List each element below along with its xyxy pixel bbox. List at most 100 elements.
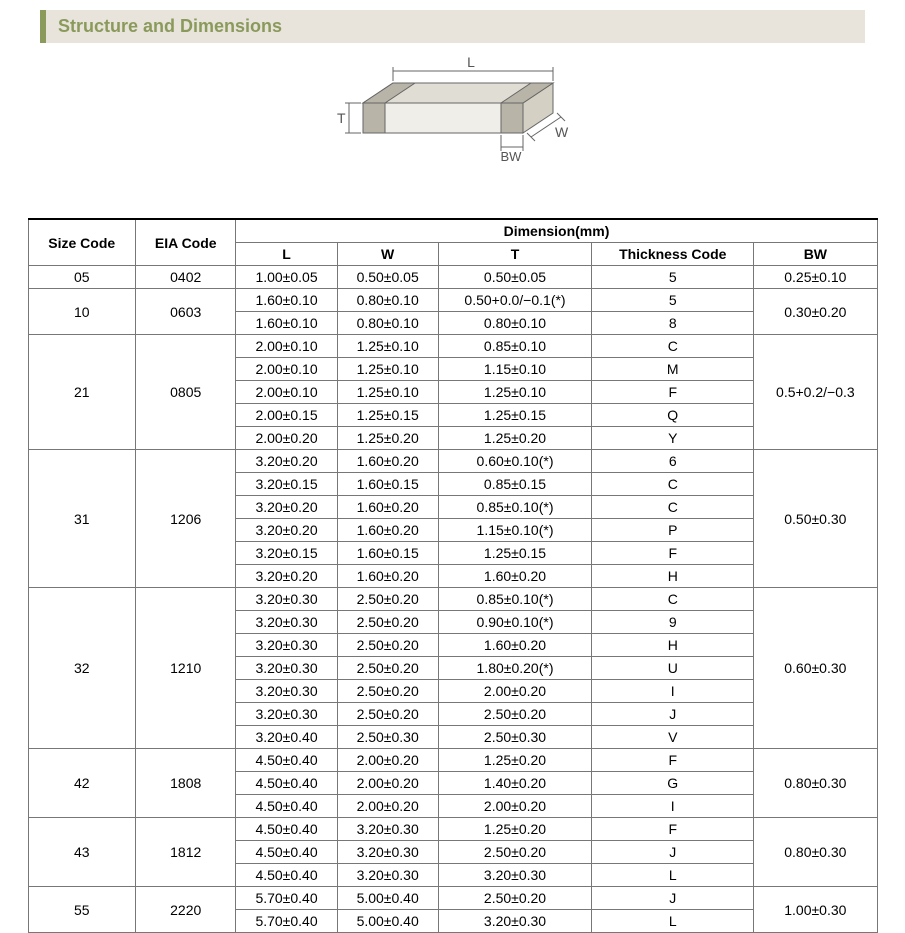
cell-eia-code: 0603 — [135, 289, 236, 335]
cell-W: 1.60±0.20 — [337, 450, 438, 473]
cell-L: 3.20±0.40 — [236, 726, 337, 749]
cell-tc: 5 — [592, 289, 754, 312]
cell-tc: F — [592, 542, 754, 565]
cell-W: 0.80±0.10 — [337, 312, 438, 335]
table-row: 1006031.60±0.100.80±0.100.50+0.0/−0.1(*)… — [28, 289, 877, 312]
cell-bw: 1.00±0.30 — [754, 887, 877, 933]
cell-L: 3.20±0.20 — [236, 565, 337, 588]
cell-L: 4.50±0.40 — [236, 864, 337, 887]
dimensions-table: Size Code EIA Code Dimension(mm) L W T T… — [28, 218, 878, 933]
cell-T: 2.50±0.20 — [438, 703, 592, 726]
cell-T: 1.25±0.20 — [438, 818, 592, 841]
cell-W: 1.25±0.10 — [337, 335, 438, 358]
table-row: 0504021.00±0.050.50±0.050.50±0.0550.25±0… — [28, 266, 877, 289]
cell-tc: I — [592, 680, 754, 703]
cell-T: 0.85±0.10(*) — [438, 588, 592, 611]
cell-L: 3.20±0.15 — [236, 542, 337, 565]
cell-T: 0.85±0.10 — [438, 335, 592, 358]
cell-T: 0.60±0.10(*) — [438, 450, 592, 473]
cell-L: 3.20±0.20 — [236, 450, 337, 473]
table-row: 5522205.70±0.405.00±0.402.50±0.20J1.00±0… — [28, 887, 877, 910]
cell-L: 3.20±0.30 — [236, 611, 337, 634]
cell-size-code: 55 — [28, 887, 135, 933]
svg-text:T: T — [337, 110, 346, 126]
cell-L: 3.20±0.30 — [236, 703, 337, 726]
cell-L: 4.50±0.40 — [236, 795, 337, 818]
cell-T: 1.15±0.10 — [438, 358, 592, 381]
cell-T: 1.60±0.20 — [438, 634, 592, 657]
svg-text:L: L — [467, 54, 475, 70]
cell-W: 2.50±0.30 — [337, 726, 438, 749]
cell-tc: Q — [592, 404, 754, 427]
cell-T: 0.80±0.10 — [438, 312, 592, 335]
col-BW: BW — [754, 243, 877, 266]
cell-size-code: 21 — [28, 335, 135, 450]
cell-size-code: 10 — [28, 289, 135, 335]
cell-T: 0.85±0.15 — [438, 473, 592, 496]
cell-T: 3.20±0.30 — [438, 910, 592, 933]
cell-T: 2.50±0.20 — [438, 887, 592, 910]
table-row: 3212103.20±0.302.50±0.200.85±0.10(*)C0.6… — [28, 588, 877, 611]
cell-W: 1.25±0.10 — [337, 381, 438, 404]
cell-L: 2.00±0.10 — [236, 381, 337, 404]
cell-W: 1.60±0.20 — [337, 565, 438, 588]
cell-W: 1.60±0.20 — [337, 496, 438, 519]
col-thickness-code: Thickness Code — [592, 243, 754, 266]
table-row: 2108052.00±0.101.25±0.100.85±0.10C0.5+0.… — [28, 335, 877, 358]
cell-L: 4.50±0.40 — [236, 772, 337, 795]
cell-tc: M — [592, 358, 754, 381]
col-T: T — [438, 243, 592, 266]
cell-L: 3.20±0.20 — [236, 496, 337, 519]
cell-W: 0.50±0.05 — [337, 266, 438, 289]
cell-tc: C — [592, 473, 754, 496]
cell-bw: 0.30±0.20 — [754, 289, 877, 335]
cell-T: 2.50±0.20 — [438, 841, 592, 864]
cell-W: 2.50±0.20 — [337, 680, 438, 703]
cell-eia-code: 1206 — [135, 450, 236, 588]
cell-L: 4.50±0.40 — [236, 818, 337, 841]
cell-tc: C — [592, 335, 754, 358]
cell-T: 2.00±0.20 — [438, 795, 592, 818]
cell-L: 3.20±0.15 — [236, 473, 337, 496]
cell-T: 3.20±0.30 — [438, 864, 592, 887]
cell-W: 2.00±0.20 — [337, 795, 438, 818]
cell-tc: F — [592, 381, 754, 404]
cell-T: 1.80±0.20(*) — [438, 657, 592, 680]
cell-T: 1.40±0.20 — [438, 772, 592, 795]
cell-W: 3.20±0.30 — [337, 818, 438, 841]
cell-eia-code: 2220 — [135, 887, 236, 933]
cell-T: 2.50±0.30 — [438, 726, 592, 749]
cell-W: 2.50±0.20 — [337, 703, 438, 726]
cell-size-code: 31 — [28, 450, 135, 588]
cell-size-code: 05 — [28, 266, 135, 289]
cell-L: 2.00±0.10 — [236, 358, 337, 381]
cell-L: 3.20±0.30 — [236, 657, 337, 680]
col-dimension: Dimension(mm) — [236, 219, 877, 243]
cell-W: 2.50±0.20 — [337, 611, 438, 634]
col-size-code: Size Code — [28, 219, 135, 266]
cell-T: 1.25±0.20 — [438, 427, 592, 450]
col-L: L — [236, 243, 337, 266]
cell-bw: 0.5+0.2/−0.3 — [754, 335, 877, 450]
svg-text:W: W — [555, 124, 569, 140]
cell-W: 1.60±0.15 — [337, 473, 438, 496]
cell-T: 1.25±0.15 — [438, 404, 592, 427]
cell-L: 3.20±0.30 — [236, 680, 337, 703]
svg-text:BW: BW — [500, 149, 522, 164]
cell-tc: J — [592, 703, 754, 726]
section-title: Structure and Dimensions — [58, 16, 282, 36]
cell-bw: 0.50±0.30 — [754, 450, 877, 588]
cell-L: 2.00±0.10 — [236, 335, 337, 358]
cell-L: 3.20±0.30 — [236, 634, 337, 657]
cell-T: 1.15±0.10(*) — [438, 519, 592, 542]
cell-bw: 0.25±0.10 — [754, 266, 877, 289]
cell-eia-code: 1812 — [135, 818, 236, 887]
cell-size-code: 32 — [28, 588, 135, 749]
cell-tc: H — [592, 565, 754, 588]
cell-L: 1.60±0.10 — [236, 312, 337, 335]
cell-tc: V — [592, 726, 754, 749]
component-diagram: L W T BW — [0, 53, 905, 208]
cell-T: 1.25±0.15 — [438, 542, 592, 565]
table-row: 3112063.20±0.201.60±0.200.60±0.10(*)60.5… — [28, 450, 877, 473]
cell-T: 0.90±0.10(*) — [438, 611, 592, 634]
